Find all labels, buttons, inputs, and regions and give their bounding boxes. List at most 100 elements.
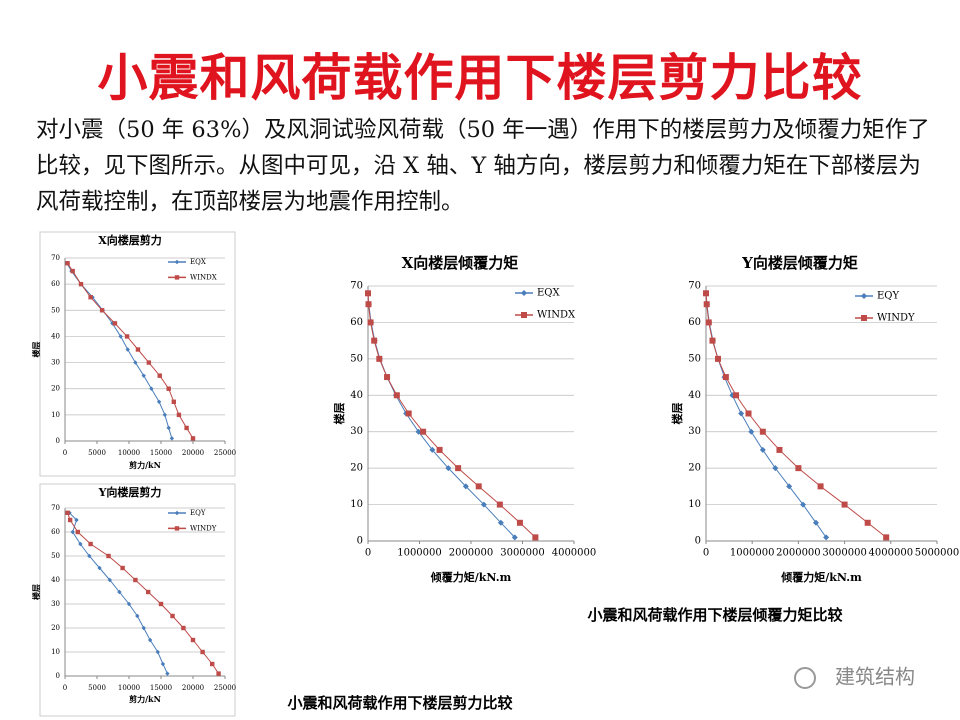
marker (141, 373, 146, 378)
marker (99, 308, 105, 313)
marker (181, 625, 186, 631)
marker (210, 661, 215, 667)
marker (455, 465, 462, 472)
marker (88, 295, 93, 300)
x-axis-label: 剪力/kN (129, 460, 161, 470)
marker (170, 613, 175, 619)
series-line (367, 293, 516, 538)
marker (376, 355, 383, 362)
x-axis-label: 剪力/kN (129, 694, 161, 704)
marker (146, 360, 152, 365)
marker (117, 589, 122, 595)
legend-marker (861, 315, 867, 321)
marker (155, 649, 160, 655)
legend-marker (174, 259, 180, 265)
x-tick-label: 25000 (214, 684, 236, 692)
y-tick-label: 70 (51, 504, 60, 512)
marker (160, 661, 166, 667)
series-line (705, 293, 887, 538)
x-tick-label: 0 (63, 684, 67, 692)
legend-label: EQX (537, 288, 560, 299)
y-tick-label: 60 (688, 317, 701, 328)
marker (367, 319, 374, 326)
y-tick-label: 40 (350, 390, 363, 401)
x-tick-label: 0 (63, 449, 67, 457)
y-tick-label: 10 (688, 499, 701, 510)
marker (107, 577, 112, 583)
marker (709, 337, 716, 344)
marker (147, 637, 153, 643)
marker (78, 541, 83, 547)
series-line (66, 262, 173, 439)
x-axis-label: 倾覆力矩/kN.m (430, 570, 512, 584)
x-tick-label: 15000 (150, 449, 172, 457)
chart-frame (39, 231, 236, 477)
marker (70, 529, 75, 535)
marker (171, 399, 176, 404)
y-tick-label: 20 (51, 385, 60, 393)
marker (88, 541, 93, 547)
y-tick-label: 20 (350, 463, 363, 474)
marker (429, 446, 436, 453)
x-tick-label: 5000 (88, 449, 106, 457)
marker (70, 268, 75, 274)
x-tick-label: 15000 (150, 684, 172, 692)
series-line (367, 293, 536, 538)
marker (462, 483, 469, 490)
marker (812, 519, 819, 526)
y-tick-label: 30 (51, 359, 60, 367)
y-tick-label: 50 (350, 353, 363, 364)
marker (166, 425, 171, 431)
x-tick-label: 20000 (182, 449, 204, 457)
marker (864, 519, 871, 526)
marker (748, 428, 755, 435)
marker (420, 428, 427, 435)
y-tick-label: 10 (51, 411, 60, 419)
marker (738, 410, 745, 417)
marker (87, 553, 92, 559)
marker (135, 347, 141, 352)
x-tick-label: 0 (365, 548, 371, 559)
legend-label: WINDY (190, 524, 217, 532)
y-tick-label: 40 (51, 576, 60, 584)
watermark-icon (794, 667, 816, 689)
legend-label: WINDY (877, 313, 915, 324)
marker (745, 410, 752, 417)
y-tick-label: 70 (350, 281, 363, 292)
marker (166, 386, 171, 391)
chart-title: Y向楼层剪力 (98, 485, 162, 499)
marker (146, 589, 151, 595)
marker (475, 483, 482, 490)
y-tick-label: 60 (51, 280, 60, 288)
y-axis-label: 楼层 (332, 403, 346, 425)
marker (118, 334, 123, 339)
marker (772, 465, 779, 472)
marker (106, 553, 111, 559)
marker (216, 671, 221, 676)
slide-title: 小震和风荷载作用下楼层剪力比较 (97, 49, 863, 107)
marker (162, 412, 168, 418)
marker (74, 517, 79, 523)
x-tick-label: 25000 (214, 449, 236, 457)
y-axis-label: 楼层 (31, 584, 41, 600)
marker (759, 428, 766, 435)
marker (200, 649, 205, 655)
marker (800, 501, 807, 508)
y-tick-label: 60 (350, 317, 363, 328)
marker (705, 319, 712, 326)
marker (78, 281, 84, 287)
marker (149, 386, 154, 391)
marker (97, 565, 102, 571)
marker (365, 301, 372, 308)
chart-title: X向楼层剪力 (98, 233, 162, 247)
x-tick-label: 3000000 (500, 548, 545, 559)
marker (532, 534, 539, 541)
y-tick-label: 40 (688, 390, 701, 401)
y-axis-label: 楼层 (31, 342, 41, 358)
x-tick-label: 10000 (118, 449, 140, 457)
paragraph: 对小震（50 年 63%）及风洞试验风荷载（50 年一遇）作用下的楼层剪力及倾覆… (36, 117, 930, 215)
legend-marker (174, 275, 180, 280)
marker (65, 261, 70, 266)
